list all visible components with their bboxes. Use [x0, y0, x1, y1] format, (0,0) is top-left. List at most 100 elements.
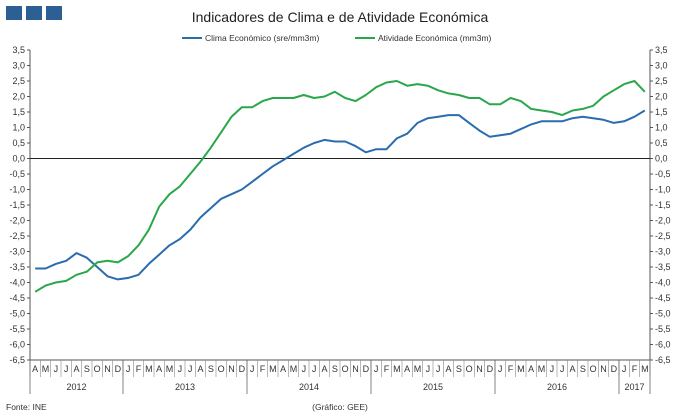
month-label: J: [436, 364, 441, 374]
month-label: S: [208, 364, 214, 374]
y-tick-label-left: -2,0: [9, 216, 25, 226]
month-label: N: [228, 364, 235, 374]
chart-title: Indicadores de Clima e de Atividade Econ…: [192, 9, 489, 25]
y-tick-label-left: 2,5: [12, 76, 25, 86]
month-label: J: [312, 364, 317, 374]
y-tick-label-left: -2,5: [9, 231, 25, 241]
month-label: D: [115, 364, 122, 374]
month-label: J: [250, 364, 255, 374]
year-label: 2017: [624, 382, 644, 392]
month-label: A: [321, 364, 327, 374]
month-label: M: [641, 364, 649, 374]
month-label: N: [476, 364, 483, 374]
month-label: A: [280, 364, 286, 374]
month-label: F: [632, 364, 638, 374]
y-tick-label-left: -6,0: [9, 340, 25, 350]
y-tick-label-left: -4,0: [9, 278, 25, 288]
y-tick-label-left: -4,5: [9, 293, 25, 303]
month-label: D: [611, 364, 618, 374]
month-label: S: [332, 364, 338, 374]
source-note: Fonte: INE: [6, 402, 47, 412]
month-label: S: [456, 364, 462, 374]
month-label: S: [580, 364, 586, 374]
y-tick-label-left: 1,0: [12, 123, 25, 133]
legend: Clima Económico (sre/mm3m) Atividade Eco…: [182, 33, 492, 43]
month-label: N: [104, 364, 111, 374]
month-label: O: [94, 364, 101, 374]
y-tick-label-right: -3,0: [655, 247, 671, 257]
credit-note: (Gráfico: GEE): [312, 402, 368, 412]
month-label: M: [414, 364, 422, 374]
y-tick-label-right: 3,0: [655, 61, 668, 71]
y-tick-label-right: 3,5: [655, 45, 668, 55]
month-label: A: [197, 364, 203, 374]
month-label: O: [590, 364, 597, 374]
month-label: A: [528, 364, 534, 374]
month-label: O: [342, 364, 349, 374]
y-tick-label-right: 2,0: [655, 92, 668, 102]
y-tick-label-right: -4,0: [655, 278, 671, 288]
y-tick-label-right: 1,0: [655, 123, 668, 133]
month-label: A: [404, 364, 410, 374]
y-tick-label-left: -3,5: [9, 262, 25, 272]
year-label: 2016: [547, 382, 567, 392]
month-label: S: [84, 364, 90, 374]
y-tick-label-left: -5,5: [9, 324, 25, 334]
y-tick-label-right: 2,5: [655, 76, 668, 86]
month-label: D: [363, 364, 370, 374]
month-label: F: [508, 364, 514, 374]
y-tick-label-left: 1,5: [12, 107, 25, 117]
y-tick-label-left: 0,0: [12, 154, 25, 164]
legend-label-atividade: Atividade Económica (mm3m): [378, 33, 492, 43]
month-label: J: [188, 364, 193, 374]
y-tick-label-right: -6,5: [655, 355, 671, 365]
month-label: N: [600, 364, 607, 374]
y-tick-label-left: -0,5: [9, 169, 25, 179]
month-label: J: [126, 364, 131, 374]
year-label: 2014: [299, 382, 319, 392]
logo-block-3: [46, 6, 62, 20]
y-tick-label-right: 0,0: [655, 154, 668, 164]
y-tick-label-right: -0,5: [655, 169, 671, 179]
y-tick-label-right: -2,0: [655, 216, 671, 226]
y-tick-label-left: 0,5: [12, 138, 25, 148]
y-tick-label-right: -6,0: [655, 340, 671, 350]
month-label: J: [178, 364, 183, 374]
series-line-clima-economico: [35, 109, 646, 281]
month-label: J: [426, 364, 431, 374]
month-label: J: [302, 364, 307, 374]
y-tick-label-right: -5,0: [655, 309, 671, 319]
month-label: A: [445, 364, 451, 374]
y-tick-label-left: -6,5: [9, 355, 25, 365]
month-label: J: [560, 364, 565, 374]
month-label: M: [517, 364, 525, 374]
month-label: O: [218, 364, 225, 374]
y-tick-label-right: -5,5: [655, 324, 671, 334]
y-tick-label-right: -3,5: [655, 262, 671, 272]
y-tick-label-right: 1,5: [655, 107, 668, 117]
month-label: O: [466, 364, 473, 374]
logo-block-1: [6, 6, 22, 20]
year-label: 2012: [66, 382, 86, 392]
month-label: A: [569, 364, 575, 374]
month-label: J: [550, 364, 555, 374]
month-label: M: [538, 364, 546, 374]
month-label: F: [136, 364, 142, 374]
y-tick-label-right: -2,5: [655, 231, 671, 241]
month-label: J: [498, 364, 503, 374]
legend-label-clima: Clima Económico (sre/mm3m): [205, 33, 319, 43]
y-tick-label-left: -5,0: [9, 309, 25, 319]
month-label: M: [290, 364, 298, 374]
y-tick-label-right: -1,5: [655, 200, 671, 210]
month-label: F: [384, 364, 390, 374]
year-label: 2013: [175, 382, 195, 392]
month-label: A: [156, 364, 162, 374]
month-label: A: [73, 364, 79, 374]
y-tick-label-left: -3,0: [9, 247, 25, 257]
month-label: A: [32, 364, 38, 374]
y-tick-label-right: -1,0: [655, 185, 671, 195]
month-label: M: [393, 364, 401, 374]
month-label: J: [622, 364, 627, 374]
y-tick-label-left: -1,0: [9, 185, 25, 195]
